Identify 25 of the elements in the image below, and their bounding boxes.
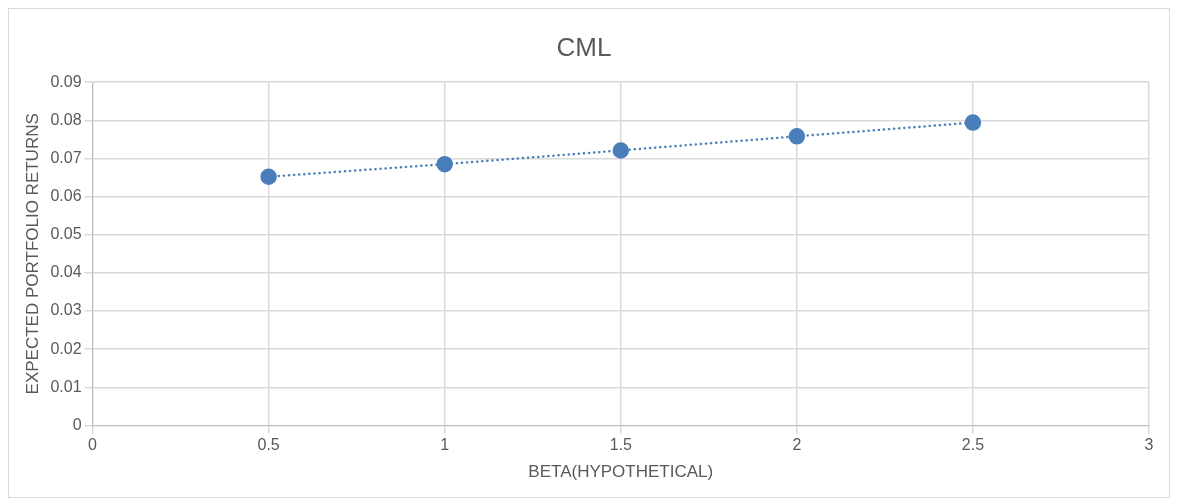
y-tick-label: 0.08 xyxy=(50,110,82,128)
y-tick-label: 0.03 xyxy=(50,301,82,319)
x-tick-label: 2 xyxy=(792,436,802,454)
y-tick-label: 0.07 xyxy=(50,148,82,166)
chart-title: CML xyxy=(556,31,612,62)
x-tick-label: 2.5 xyxy=(961,436,985,454)
y-axis-title: EXPECTED PORTFOLIO RETURNS xyxy=(22,113,42,395)
x-tick-label: 1 xyxy=(440,436,450,454)
y-tick-label: 0.02 xyxy=(50,339,82,357)
y-tick-label: 0 xyxy=(72,415,82,433)
point xyxy=(436,155,453,173)
x-tick-label: 0.5 xyxy=(257,436,280,454)
x-tick-label: 0 xyxy=(88,436,98,454)
y-tick-label: 0.09 xyxy=(50,72,82,90)
point xyxy=(788,128,806,145)
point xyxy=(612,142,630,159)
point xyxy=(964,114,982,131)
x-tick-label: 1.5 xyxy=(609,436,632,454)
y-tick-label: 0.01 xyxy=(50,377,82,395)
x-axis-title: BETA(HYPOTHETICAL) xyxy=(528,462,714,482)
y-tick-label: 0.06 xyxy=(50,187,82,205)
point xyxy=(260,168,277,186)
x-tick-label: 3 xyxy=(1144,436,1154,454)
y-tick-label: 0.04 xyxy=(50,263,82,281)
y-tick-label: 0.05 xyxy=(50,225,82,243)
